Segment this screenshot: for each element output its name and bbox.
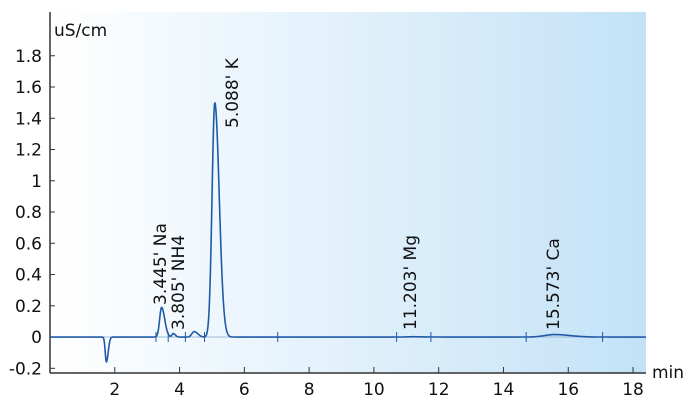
peak-label: 3.445' Na	[151, 223, 171, 305]
y-tick-label: -0.2	[9, 359, 42, 379]
y-tick-label: 1.8	[15, 47, 42, 67]
plot-background	[50, 12, 646, 373]
y-axis-label: uS/cm	[54, 21, 107, 41]
y-tick-label: 0.2	[15, 297, 42, 317]
x-tick-label: 12	[428, 380, 450, 400]
peak-label: 3.805' NH4	[169, 235, 189, 330]
peak-label: 15.573' Ca	[544, 238, 564, 330]
peak-label: 5.088' K	[223, 57, 243, 128]
y-tick-label: 1.6	[15, 78, 42, 98]
chromatogram-trace	[49, 102, 647, 363]
x-tick-label: 16	[557, 380, 579, 400]
x-tick-label: 2	[109, 380, 120, 400]
y-tick-label: 0.8	[15, 203, 42, 223]
x-tick-label: 6	[239, 380, 250, 400]
y-tick-label: 0.6	[15, 234, 42, 254]
y-tick-label: 1	[31, 172, 42, 192]
peak-label: 11.203' Mg	[401, 235, 421, 330]
y-tick-label: 1.4	[15, 109, 42, 129]
x-tick-label: 18	[622, 380, 644, 400]
x-tick-label: 4	[174, 380, 185, 400]
y-tick-label: 0	[31, 328, 42, 348]
y-tick-label: 1.2	[15, 141, 42, 161]
x-axis-label: min	[652, 363, 684, 383]
x-tick-label: 10	[363, 380, 385, 400]
y-tick-label: 0.4	[15, 266, 42, 286]
x-tick-label: 14	[493, 380, 515, 400]
x-tick-label: 8	[304, 380, 315, 400]
